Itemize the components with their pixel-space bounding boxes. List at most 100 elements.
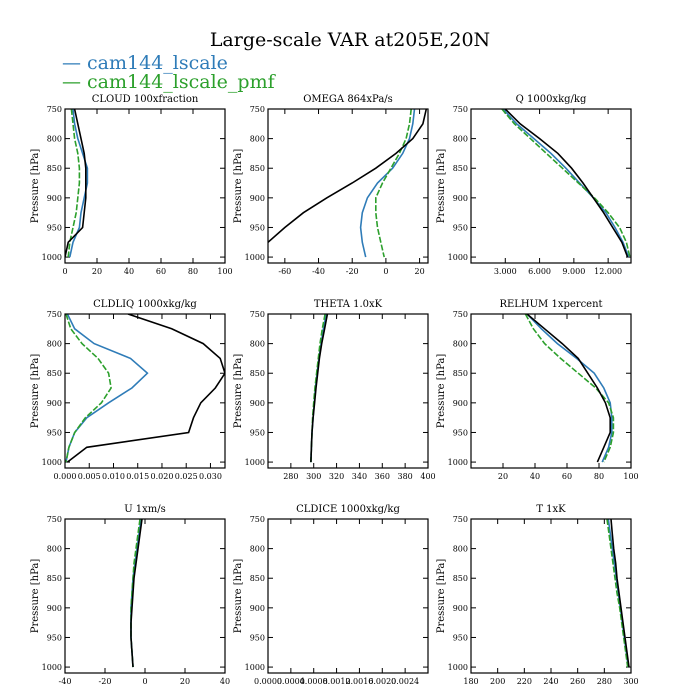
y-axis-label: Pressure [hPa]	[30, 559, 41, 634]
x-tick-label: 0.030	[199, 472, 222, 481]
series-line-1	[374, 109, 412, 258]
x-tick-label: 0.0000	[254, 677, 282, 686]
series-line-2	[610, 519, 630, 668]
y-axis-label: Pressure [hPa]	[233, 354, 244, 429]
x-tick-label: 0.0004	[277, 677, 305, 686]
plot-frame	[64, 313, 226, 469]
y-axis-label: Pressure [hPa]	[30, 354, 41, 429]
y-tick-label: 850	[453, 369, 468, 378]
y-tick-label: 900	[453, 194, 468, 203]
y-axis-label: Pressure [hPa]	[233, 149, 244, 224]
x-tick-label: 240	[543, 677, 558, 686]
y-tick-label: 750	[250, 515, 265, 524]
x-tick-label: 40	[124, 267, 134, 276]
y-tick-label: 1000	[42, 458, 62, 467]
series-line-1	[501, 109, 631, 258]
x-tick-label: 100	[217, 267, 232, 276]
x-tick-label: 0.0012	[323, 677, 351, 686]
x-tick-label: 200	[490, 677, 505, 686]
x-tick-label: 0.015	[126, 472, 149, 481]
y-tick-label: 1000	[448, 663, 468, 672]
y-tick-label: 800	[453, 545, 468, 554]
y-tick-label: 850	[453, 574, 468, 583]
y-axis-label: Pressure [hPa]	[436, 149, 447, 224]
panel-title: Q 1000xkg/kg	[516, 94, 587, 105]
profile-panel-3: CLDLIQ 1000xkg/kg Pressure [hPa] 750 800 850…	[30, 299, 226, 481]
y-tick-label: 850	[250, 369, 265, 378]
x-tick-label: 260	[570, 677, 585, 686]
profile-panel-8: T 1xK Pressure [hPa] 750 800 850 900 950 1000 18…	[436, 504, 639, 686]
y-tick-label: 800	[453, 340, 468, 349]
x-tick-label: 300	[623, 677, 638, 686]
y-axis-label: Pressure [hPa]	[30, 149, 41, 224]
figure-title: Large-scale VAR at205E,20N	[209, 29, 491, 51]
x-tick-label: -40	[59, 677, 72, 686]
series-line-0	[502, 109, 630, 258]
y-tick-label: 800	[47, 340, 62, 349]
x-tick-label: 20	[498, 472, 508, 481]
plot-frame	[267, 108, 429, 264]
x-tick-label: 80	[188, 267, 198, 276]
y-tick-label: 1000	[448, 253, 468, 262]
panel-title: THETA 1.0xK	[314, 299, 383, 310]
y-tick-label: 800	[47, 135, 62, 144]
x-tick-label: 0.0008	[300, 677, 328, 686]
x-tick-label: 0.010	[102, 472, 125, 481]
x-tick-label: -20	[99, 677, 112, 686]
y-tick-label: 800	[47, 545, 62, 554]
x-tick-label: 60	[562, 472, 572, 481]
panel-title: OMEGA 864xPa/s	[303, 94, 393, 105]
y-tick-label: 800	[250, 545, 265, 554]
y-axis-label: Pressure [hPa]	[233, 559, 244, 634]
y-tick-label: 750	[453, 310, 468, 319]
series-line-2	[65, 109, 87, 258]
series-line-2	[130, 519, 143, 668]
y-tick-label: 1000	[448, 458, 468, 467]
y-tick-label: 750	[47, 310, 62, 319]
x-tick-label: 0	[383, 267, 388, 276]
x-tick-label: -40	[312, 267, 325, 276]
y-tick-label: 950	[250, 223, 265, 232]
y-tick-label: 1000	[245, 663, 265, 672]
y-tick-label: 900	[47, 604, 62, 613]
y-tick-label: 750	[453, 515, 468, 524]
plot-frame	[267, 518, 429, 674]
x-tick-label: 60	[156, 267, 166, 276]
x-tick-label: 300	[306, 472, 321, 481]
series-line-1	[606, 519, 629, 668]
y-tick-label: 900	[453, 399, 468, 408]
x-tick-label: 400	[420, 472, 435, 481]
y-tick-label: 800	[250, 340, 265, 349]
x-tick-label: 20	[92, 267, 102, 276]
y-tick-label: 1000	[42, 253, 62, 262]
legend-entry-lscale-pmf: — cam144_lscale_pmf	[62, 71, 275, 93]
y-tick-label: 750	[250, 310, 265, 319]
y-tick-label: 750	[47, 105, 62, 114]
y-tick-label: 800	[250, 135, 265, 144]
panel-title: CLDLIQ 1000xkg/kg	[93, 299, 197, 310]
y-tick-label: 950	[47, 428, 62, 437]
x-tick-label: 0.0024	[391, 677, 419, 686]
y-tick-label: 950	[453, 428, 468, 437]
y-tick-label: 800	[453, 135, 468, 144]
x-tick-label: 20	[180, 677, 190, 686]
series-line-1	[524, 314, 615, 463]
x-tick-label: 280	[283, 472, 298, 481]
y-tick-label: 950	[453, 633, 468, 642]
y-tick-label: 750	[47, 515, 62, 524]
y-tick-label: 1000	[245, 253, 265, 262]
y-tick-label: 850	[453, 164, 468, 173]
series-line-0	[359, 109, 416, 258]
y-tick-label: 950	[250, 633, 265, 642]
panel-title: U 1xm/s	[124, 504, 166, 515]
x-tick-label: 220	[517, 677, 532, 686]
x-tick-label: 0	[62, 267, 67, 276]
x-tick-label: 9.000	[562, 267, 585, 276]
x-tick-label: -60	[278, 267, 291, 276]
y-tick-label: 900	[250, 194, 265, 203]
y-tick-label: 900	[250, 604, 265, 613]
plot-frame	[267, 313, 429, 469]
panel-title: T 1xK	[536, 504, 566, 515]
